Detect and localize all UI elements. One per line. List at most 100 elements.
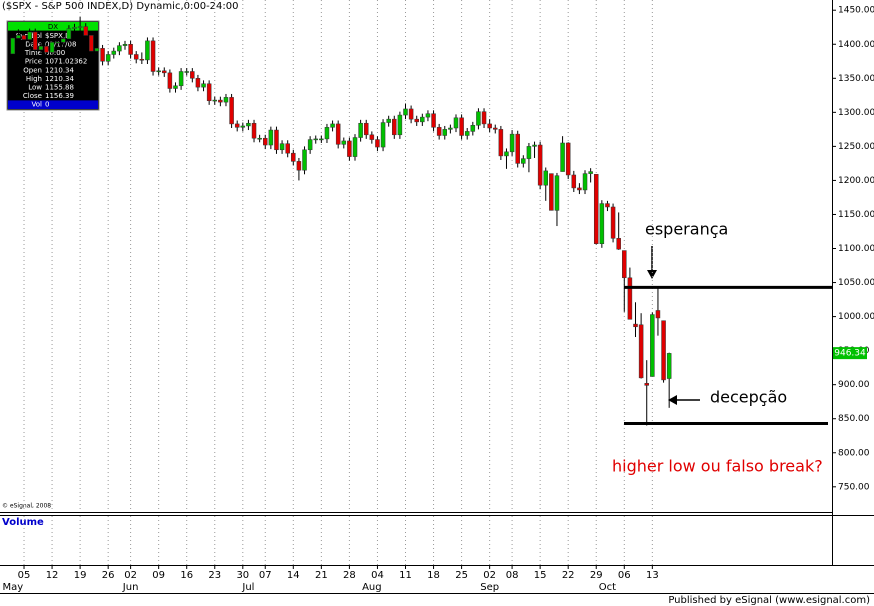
candle-body bbox=[386, 118, 391, 123]
candle-body bbox=[139, 58, 145, 61]
candle-body bbox=[442, 129, 448, 136]
candle-body bbox=[369, 134, 375, 140]
candle-body bbox=[549, 173, 554, 211]
y-tick-label: 1250.00 bbox=[838, 142, 874, 152]
candle-body bbox=[593, 174, 599, 244]
candle-body bbox=[145, 40, 150, 61]
x-tick-label: 26 bbox=[102, 570, 115, 581]
info-value: 0 bbox=[45, 101, 49, 109]
candle-body bbox=[622, 250, 627, 279]
candle-body bbox=[61, 38, 66, 43]
x-tick-label: 25 bbox=[455, 570, 468, 581]
candle-body bbox=[128, 44, 133, 55]
candle-body bbox=[476, 111, 481, 126]
candle-body bbox=[162, 70, 167, 74]
info-value: 1156.39 bbox=[45, 92, 74, 100]
info-value: 1210.34 bbox=[45, 75, 74, 83]
candle-body bbox=[72, 26, 77, 29]
x-tick-label: 13 bbox=[646, 570, 659, 581]
chart-title: ($SPX - S&P 500 INDEX,D) Dynamic,0:00-24… bbox=[2, 1, 239, 12]
candle-body bbox=[571, 174, 577, 189]
x-tick-label: 29 bbox=[590, 570, 603, 581]
candle-body bbox=[313, 138, 318, 141]
candle-body bbox=[493, 127, 498, 130]
candle-body bbox=[291, 152, 296, 162]
x-tick-label: 30 bbox=[236, 570, 249, 581]
candle-body bbox=[532, 144, 537, 147]
candle-body bbox=[403, 108, 408, 116]
y-tick-label: 800.00 bbox=[838, 448, 870, 458]
x-tick-label: 21 bbox=[315, 570, 328, 581]
candle-body bbox=[234, 123, 240, 128]
y-tick-label: 900.00 bbox=[838, 380, 870, 390]
footer: Published by eSignal (www.esignal.com) bbox=[668, 595, 870, 606]
candle-body bbox=[201, 83, 206, 88]
candle-body bbox=[392, 118, 397, 136]
candle-body bbox=[470, 125, 476, 132]
month-label: Jun bbox=[122, 582, 139, 593]
candle-body bbox=[448, 127, 453, 130]
candle-body bbox=[638, 324, 644, 379]
candle-body bbox=[335, 123, 341, 145]
candle-body bbox=[229, 97, 234, 125]
info-value: 09/17/08 bbox=[45, 41, 76, 49]
candle-body bbox=[633, 323, 638, 328]
info-label: Price bbox=[25, 58, 42, 66]
candle-body bbox=[543, 170, 548, 186]
candle-body bbox=[414, 118, 419, 123]
candle-body bbox=[397, 114, 403, 136]
candle-body bbox=[173, 85, 178, 89]
month-label: Oct bbox=[599, 582, 616, 593]
candle-body bbox=[246, 122, 251, 127]
candle-body bbox=[352, 137, 358, 157]
candle-body bbox=[184, 71, 189, 73]
x-tick-label: 16 bbox=[180, 570, 193, 581]
candle-body bbox=[582, 173, 588, 191]
candle-body bbox=[453, 117, 459, 129]
x-tick-label: 09 bbox=[152, 570, 165, 581]
candle-body bbox=[498, 129, 504, 157]
info-value: 1210.34 bbox=[45, 66, 74, 74]
month-label: May bbox=[2, 582, 23, 593]
candle-body bbox=[481, 111, 487, 125]
candle-body bbox=[420, 116, 425, 123]
candle-body bbox=[257, 137, 262, 140]
candle-body bbox=[521, 158, 526, 164]
candle-body bbox=[464, 131, 470, 136]
candle-body bbox=[55, 41, 60, 44]
candle-body bbox=[38, 46, 44, 50]
candle-body bbox=[150, 40, 156, 72]
annotation: decepção bbox=[710, 388, 787, 407]
arrow-head bbox=[647, 270, 657, 279]
last-price-box bbox=[833, 347, 867, 360]
candle-body bbox=[509, 133, 515, 153]
y-tick-label: 1200.00 bbox=[838, 176, 874, 186]
y-tick-label: 850.00 bbox=[838, 414, 870, 424]
info-value: $SPX,D bbox=[45, 32, 71, 40]
candle-body bbox=[251, 122, 257, 139]
candle-body bbox=[223, 97, 229, 103]
candle-body bbox=[302, 149, 307, 171]
candle-body bbox=[319, 138, 324, 141]
candle-body bbox=[526, 146, 532, 159]
candle-body bbox=[504, 151, 509, 157]
info-label: Time bbox=[24, 49, 42, 57]
info-label: Vol bbox=[32, 101, 43, 109]
candle-body bbox=[32, 31, 38, 50]
y-tick-label: 1000.00 bbox=[838, 312, 874, 322]
candle-body bbox=[459, 117, 464, 136]
y-tick-label: 1450.00 bbox=[838, 6, 874, 16]
info-header-text: DX bbox=[48, 23, 58, 31]
candle-body bbox=[599, 203, 605, 244]
candle-body bbox=[105, 54, 111, 62]
candle-body bbox=[279, 143, 285, 151]
y-tick-label: 1350.00 bbox=[838, 74, 874, 84]
candle-body bbox=[588, 171, 593, 174]
candle-body bbox=[605, 203, 610, 208]
candle-body bbox=[616, 238, 621, 250]
candle-body bbox=[610, 206, 616, 239]
candle-body bbox=[307, 139, 313, 151]
y-tick-label: 1300.00 bbox=[838, 108, 874, 118]
month-label: Jul bbox=[241, 582, 254, 593]
